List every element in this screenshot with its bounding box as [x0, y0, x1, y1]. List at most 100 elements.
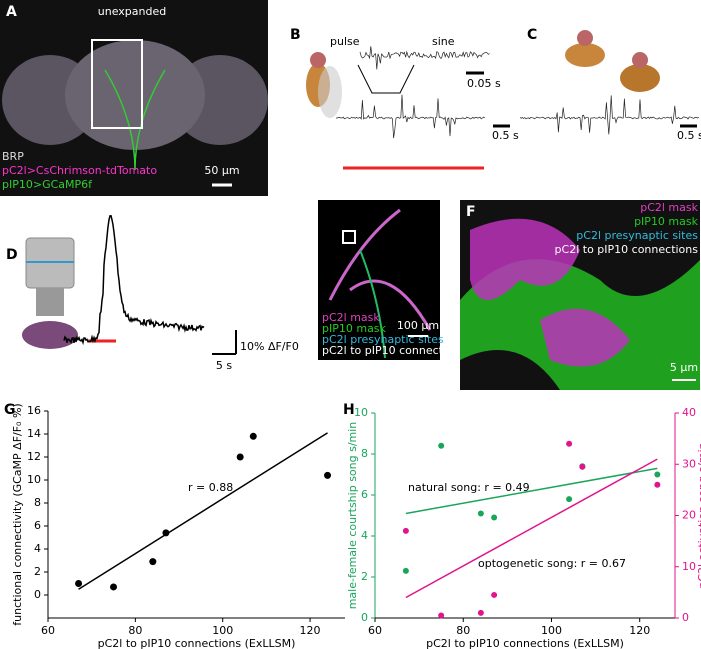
microscope-icon	[22, 237, 78, 349]
point	[654, 481, 661, 488]
point	[566, 496, 573, 503]
panel-letter: G	[4, 402, 16, 418]
panel-letter: D	[6, 247, 18, 263]
point	[162, 529, 170, 537]
x-tick-label: 80	[456, 624, 470, 637]
annotation: r = 0.88	[188, 481, 233, 494]
zoom-lines	[357, 64, 415, 94]
y-tick-label: 8	[34, 496, 41, 509]
y-tick-label: 0	[34, 588, 41, 601]
x-tick-label: 120	[300, 624, 321, 637]
y2-tick-label: 40	[682, 406, 696, 419]
point	[402, 527, 409, 534]
mask	[540, 308, 630, 367]
point	[438, 442, 445, 449]
point	[491, 591, 498, 598]
y-tick-label: 10	[354, 406, 368, 419]
legend-entry: pC2l to pIP10 connections	[555, 243, 699, 256]
df-trace	[63, 214, 205, 346]
y-tick-label: 4	[34, 542, 41, 555]
neuron	[328, 208, 432, 331]
legend-entry: pC2l to pIP10 connections	[322, 344, 466, 357]
x-tick-label: 100	[212, 624, 233, 637]
y-tick-label: 10	[27, 473, 41, 486]
scale-label: 0.05 s	[467, 77, 501, 90]
y-tick-label: 12	[27, 450, 41, 463]
point	[324, 471, 332, 479]
point	[75, 580, 83, 587]
x-axis-label: pC2l to pIP10 connections (ExLLSM)	[98, 637, 296, 649]
y-tick-label: 14	[27, 427, 41, 440]
y-tick-label: 6	[361, 488, 368, 501]
scale-label: 100 µm	[397, 319, 439, 332]
legend-entry: pIP10 mask	[322, 322, 387, 335]
fly-icon	[565, 30, 660, 92]
panel-title: unexpanded	[98, 5, 166, 18]
panel-letter: A	[6, 4, 17, 20]
annotation: optogenetic song: r = 0.67	[478, 557, 626, 570]
y2-tick-label: 30	[682, 457, 696, 470]
y-tick-label: 2	[361, 570, 368, 583]
point	[402, 567, 409, 574]
y-axis-label: functional connectivity (GCaMP ΔF/F₀ %)	[11, 403, 24, 625]
label: sine	[432, 35, 455, 48]
legend-entry: pC2l mask	[322, 311, 380, 324]
point	[579, 463, 586, 470]
label: BRP	[2, 150, 24, 163]
y-tick-label: 6	[34, 519, 41, 532]
point	[438, 612, 445, 619]
point	[477, 609, 484, 616]
x-tick-label: 120	[629, 624, 650, 637]
scale-label: 10% ΔF/F0	[240, 340, 299, 353]
point	[236, 453, 244, 461]
song-trace	[335, 94, 485, 139]
panel-letter: C	[527, 27, 537, 43]
fly-icon	[306, 52, 342, 118]
y-axis-label: male-female courtship song s/min	[346, 422, 359, 610]
point	[149, 558, 157, 566]
y2-tick-label: 10	[682, 560, 696, 573]
scale-label: 5 µm	[670, 361, 698, 374]
roi-box	[91, 39, 143, 129]
scale-label: 0.5 s	[492, 129, 519, 142]
legend-entry: pIP10 mask	[634, 215, 699, 228]
annotation: natural song: r = 0.49	[408, 481, 530, 494]
legend-entry: pC2l mask	[640, 201, 698, 214]
y2-tick-label: 20	[682, 509, 696, 522]
point	[477, 510, 484, 517]
song-trace	[359, 46, 490, 70]
legend-entry: pC2l presynaptic sites	[576, 229, 698, 242]
panel-letter: F	[466, 204, 476, 220]
fit-line	[405, 458, 658, 599]
neuron	[359, 249, 386, 359]
panel-letter: E	[318, 204, 328, 220]
fit-line	[78, 432, 328, 590]
y2-axis-label: pC2l activation song s/min	[696, 442, 701, 588]
y-tick-label: 0	[361, 611, 368, 624]
y-tick-label: 4	[361, 529, 368, 542]
fit-line	[405, 467, 658, 515]
song-trace	[519, 95, 699, 135]
neuron	[104, 69, 166, 171]
point	[249, 432, 257, 440]
roi-box	[342, 230, 356, 244]
y2-tick-label: 0	[682, 611, 689, 624]
brain-center	[65, 40, 205, 150]
x-tick-label: 60	[41, 624, 55, 637]
label: pIP10>GCaMP6f	[2, 178, 93, 191]
x-tick-label: 100	[541, 624, 562, 637]
y-tick-label: 2	[34, 565, 41, 578]
point	[654, 471, 661, 478]
panel-letter: B	[290, 27, 301, 43]
label: pC2l>CsChrimson-tdTomato	[2, 164, 157, 177]
label: pulse	[330, 35, 360, 48]
point	[110, 583, 118, 591]
point	[566, 440, 573, 447]
x-tick-label: 60	[368, 624, 382, 637]
y-tick-label: 8	[361, 447, 368, 460]
point	[491, 514, 498, 521]
scale-label: 50 µm	[204, 164, 239, 177]
mask	[470, 218, 580, 300]
y-tick-label: 16	[27, 404, 41, 417]
